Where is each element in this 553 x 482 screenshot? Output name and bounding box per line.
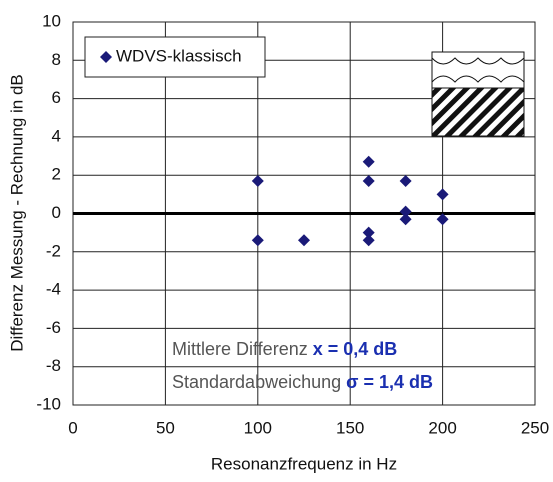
legend: WDVS-klassisch bbox=[84, 36, 266, 78]
x-tick-label: 0 bbox=[68, 418, 77, 437]
annotation: Standardabweichung σ = 1,4 dB bbox=[172, 372, 433, 392]
point bbox=[362, 234, 375, 247]
wall-icon bbox=[431, 51, 525, 137]
point bbox=[436, 188, 449, 201]
y-tick-label: 4 bbox=[52, 126, 61, 145]
point bbox=[399, 174, 412, 187]
point bbox=[362, 155, 375, 168]
point bbox=[399, 205, 412, 218]
y-tick-label: 0 bbox=[52, 203, 61, 222]
y-axis-label: Differenz Messung - Rechnung in dB bbox=[7, 74, 26, 352]
x-tick-label: 100 bbox=[244, 418, 272, 437]
point bbox=[362, 226, 375, 239]
point bbox=[251, 234, 264, 247]
legend-marker bbox=[100, 51, 112, 63]
y-tick-label: -8 bbox=[46, 356, 61, 375]
point bbox=[399, 213, 412, 226]
x-tick-label: 200 bbox=[428, 418, 456, 437]
legend-label: WDVS-klassisch bbox=[116, 46, 242, 65]
y-tick-label: 10 bbox=[42, 11, 61, 30]
annotation-value: σ = 1,4 dB bbox=[346, 372, 433, 392]
x-tick-label: 250 bbox=[521, 418, 549, 437]
y-tick-label: -4 bbox=[46, 280, 61, 299]
annotation-text: Mittlere Differenz bbox=[172, 339, 308, 359]
y-tick-label: 2 bbox=[52, 165, 61, 184]
x-tick-label: 50 bbox=[156, 418, 175, 437]
point bbox=[298, 234, 310, 247]
annotation-text: Standardabweichung bbox=[172, 372, 341, 392]
point bbox=[436, 213, 449, 226]
point bbox=[251, 174, 264, 187]
y-tick-label: -10 bbox=[36, 394, 61, 413]
annotation-value: x = 0,4 dB bbox=[313, 339, 398, 359]
y-tick-label: -2 bbox=[46, 241, 61, 260]
x-axis-label: Resonanzfrequenz in Hz bbox=[211, 454, 397, 473]
y-tick-label: -6 bbox=[46, 318, 61, 337]
y-tick-label: 6 bbox=[52, 88, 61, 107]
legend-box bbox=[84, 36, 266, 78]
x-tick-label: 150 bbox=[336, 418, 364, 437]
annotation: Mittlere Differenz x = 0,4 dB bbox=[172, 339, 397, 359]
y-tick-label: 8 bbox=[52, 50, 61, 69]
point bbox=[362, 174, 375, 187]
